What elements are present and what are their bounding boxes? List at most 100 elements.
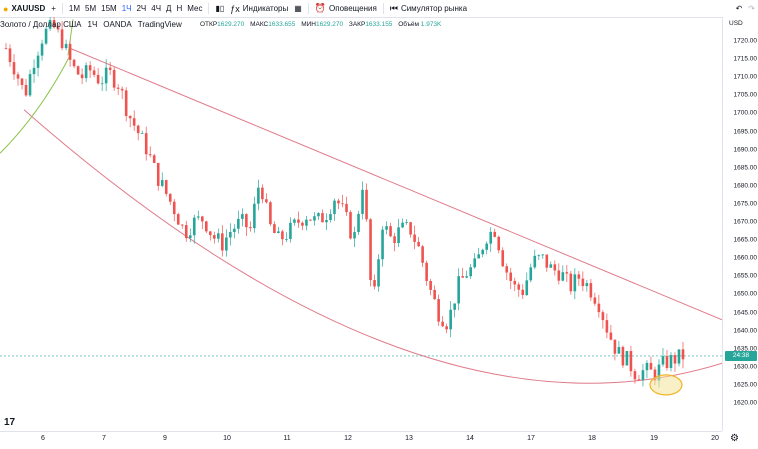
candle-body	[120, 88, 124, 91]
candle-body	[285, 238, 288, 240]
interval-4[interactable]: 2Ч	[136, 4, 147, 13]
candle-body	[52, 20, 56, 28]
time-tick-label: 9	[163, 435, 167, 442]
candle-body	[132, 118, 136, 126]
tradingview-logo: 17	[4, 417, 16, 428]
open-label: ОТКР	[200, 21, 218, 28]
interval-0[interactable]: 1М	[68, 4, 81, 13]
volume-label: Объём	[398, 21, 419, 28]
symbol-label: XAUUSD	[11, 4, 46, 13]
price-tick-label: 1620.00	[733, 399, 758, 407]
channel-upper-line	[69, 47, 722, 321]
price-tick-label: 1695.00	[733, 128, 758, 135]
undo-button[interactable]: ↶	[733, 0, 746, 17]
price-axis[interactable]: USD 1720.00 1715.00 1710.00 1705.00 1700.00 1…	[722, 17, 758, 431]
candle-body	[297, 219, 300, 223]
price-tick-label: 1630.00	[733, 363, 758, 371]
alerts-label: Оповещения	[329, 4, 377, 13]
redo-icon: ↷	[748, 4, 755, 13]
candle-body	[409, 222, 412, 235]
price-tick-label: 1635.00	[733, 345, 758, 353]
candle-body	[561, 272, 565, 281]
candle-body	[533, 255, 537, 268]
candle-body	[261, 187, 264, 200]
candle-body	[669, 355, 673, 368]
interval-6[interactable]: Д	[166, 4, 172, 13]
candle-body	[369, 219, 372, 281]
candle-body	[665, 356, 669, 368]
candle-body	[325, 220, 328, 223]
time-axis[interactable]: 6 7 9 10 11 12 13 14 17 18 19 20	[0, 431, 722, 449]
candle-body	[341, 203, 344, 205]
candle-body	[397, 227, 400, 244]
green-arc	[0, 55, 71, 154]
indicators-label: Индикаторы	[242, 4, 289, 13]
divider	[382, 3, 384, 14]
candle-body	[92, 70, 96, 75]
candle-body	[629, 351, 633, 372]
interval-7[interactable]: Н	[176, 4, 183, 13]
candle-body	[196, 216, 200, 218]
candle-body	[333, 200, 336, 215]
alerts-button[interactable]: ⏰ Оповещения	[312, 0, 380, 17]
candle-body	[337, 200, 340, 204]
redo-button[interactable]: ↷	[745, 0, 758, 17]
candle-body	[681, 349, 685, 360]
close-label: ЗАКР	[348, 21, 366, 28]
price-tick-label: 1700.00	[733, 109, 758, 117]
chart-type-button[interactable]: ▮▯	[212, 0, 227, 17]
candle-body	[601, 312, 605, 321]
price-tick-label: 1705.00	[733, 91, 758, 99]
current-price-tag: 24:38	[725, 350, 757, 361]
replay-button[interactable]: ⏮ Симулятор рынка	[387, 0, 470, 17]
add-symbol-button[interactable]: +	[48, 0, 59, 17]
candle-body	[417, 241, 420, 247]
candle-body	[549, 264, 553, 268]
candle-body	[421, 246, 424, 263]
candle-body	[541, 254, 545, 256]
price-tick-label: 1665.00	[733, 236, 758, 244]
candle-body	[361, 189, 364, 214]
candle-body	[581, 278, 585, 287]
high-label: МАКС	[250, 21, 269, 28]
layout-button[interactable]: ▦	[291, 0, 305, 17]
interval-8[interactable]: Мес	[187, 4, 203, 13]
candle-body	[253, 203, 256, 229]
candle-body	[209, 231, 212, 236]
candle-body	[641, 370, 645, 381]
time-tick-label: 7	[102, 435, 106, 442]
candle-body	[192, 217, 196, 236]
currency-label[interactable]: USD	[729, 20, 743, 27]
candle-body	[645, 362, 649, 371]
interval-3[interactable]: 1Ч	[121, 4, 132, 13]
candle-body	[76, 66, 80, 75]
time-tick-label: 12	[344, 435, 352, 442]
candle-body	[465, 276, 468, 278]
candle-body	[317, 213, 320, 217]
candle-body	[329, 214, 332, 221]
interval-2[interactable]: 15М	[101, 4, 117, 13]
candle-body	[661, 356, 665, 365]
candle-body	[349, 212, 352, 239]
chart-pane[interactable]: 17 Золото / Доллар США 1Ч OANDA TradingV…	[0, 17, 722, 431]
candle-body	[489, 231, 493, 244]
interval-1[interactable]: 5М	[85, 4, 97, 13]
candle-body	[477, 254, 480, 259]
candle-body	[257, 187, 260, 204]
symbol-search[interactable]: ● XAUUSD	[0, 0, 48, 17]
candle-body	[164, 180, 168, 194]
candle-body	[24, 84, 28, 96]
candle-body	[429, 280, 432, 290]
candle-body	[140, 133, 144, 134]
candle-body	[72, 59, 76, 67]
indicators-button[interactable]: ƒx Индикаторы	[227, 0, 291, 17]
interval-5[interactable]: 4Ч	[151, 4, 162, 13]
candle-body	[401, 222, 404, 228]
gear-icon[interactable]: ⚙	[730, 433, 739, 444]
candle-body	[577, 274, 581, 279]
price-chart[interactable]: 17	[0, 17, 722, 431]
candle-body	[148, 154, 152, 156]
candle-body	[521, 289, 525, 296]
candle-body	[649, 362, 653, 370]
time-tick-label: 18	[588, 435, 596, 442]
